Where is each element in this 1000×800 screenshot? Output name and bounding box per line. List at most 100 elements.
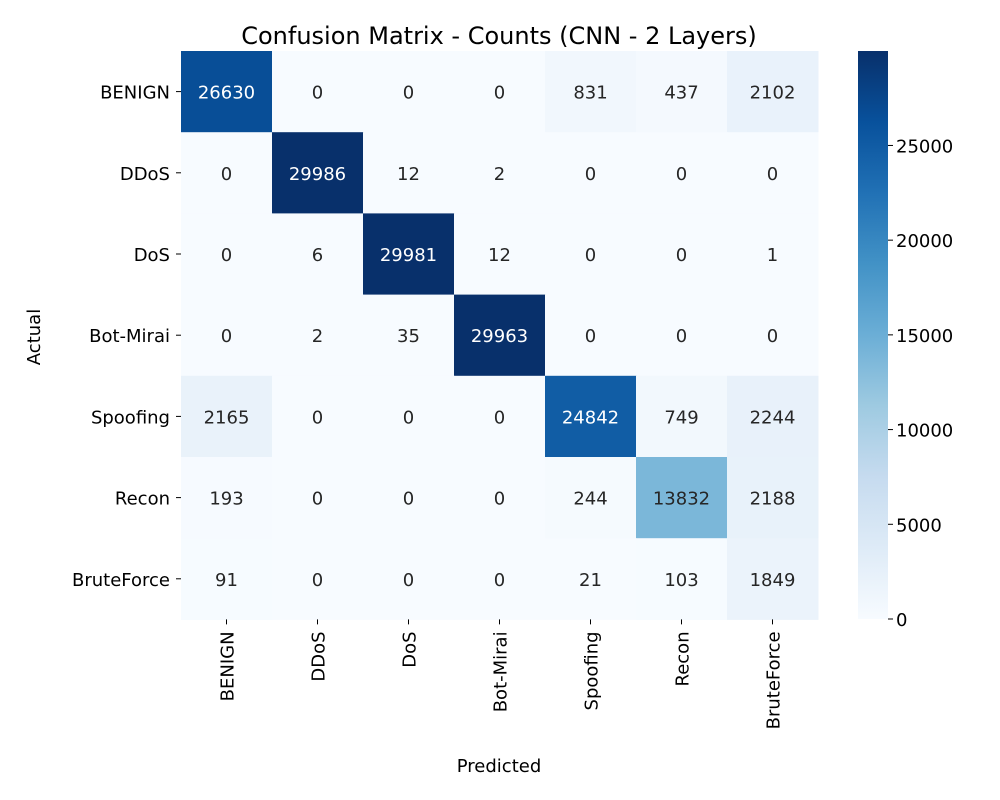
- cell-value-label: 0: [767, 164, 778, 185]
- heatmap-cell: [727, 294, 819, 377]
- cell-value-label: 24842: [562, 407, 619, 428]
- cell-value-label: 2188: [750, 489, 796, 510]
- cell-value-label: 21: [579, 570, 602, 591]
- x-axis-ticks: BENIGN DDoS DoS Bot-Mirai Spoofing Recon Brute…: [218, 619, 785, 729]
- cell-value-label: 0: [312, 489, 323, 510]
- heatmap-cell: [454, 375, 546, 458]
- cell-value-label: 12: [488, 245, 511, 266]
- heatmap-cell: [636, 294, 728, 377]
- heatmap-cells: [181, 51, 819, 620]
- heatmap-cell: [272, 132, 364, 214]
- cell-value-label: 2: [494, 164, 505, 185]
- heatmap-cell: [636, 51, 728, 133]
- heatmap-cell: [636, 538, 728, 620]
- cell-value-label: 437: [664, 83, 698, 104]
- heatmap-cell: [727, 457, 819, 539]
- cell-value-label: 2: [312, 326, 323, 347]
- colorbar-tick-label: 25000: [896, 136, 953, 157]
- heatmap-cell: [545, 538, 637, 620]
- heatmap-cell: [454, 294, 546, 377]
- y-tick-label: DoS: [134, 245, 170, 266]
- y-tick-label: Bot-Mirai: [89, 326, 170, 347]
- cell-value-label: 0: [494, 83, 505, 104]
- heatmap-cell: [363, 375, 455, 458]
- cell-value-label: 0: [676, 164, 687, 185]
- cell-value-label: 12: [397, 164, 420, 185]
- heatmap-cell: [272, 294, 364, 377]
- colorbar-ticks: 0 5000 10000 15000 20000 25000: [888, 136, 953, 631]
- x-tick-label: DoS: [400, 631, 421, 667]
- heatmap-cell: [363, 132, 455, 214]
- heatmap-cell: [727, 375, 819, 458]
- heatmap-cell: [272, 213, 364, 296]
- cell-value-label: 103: [664, 570, 698, 591]
- x-axis-label: Predicted: [457, 756, 542, 777]
- cell-value-label: 0: [403, 489, 414, 510]
- cell-value-label: 0: [312, 407, 323, 428]
- cell-value-label: 0: [221, 245, 232, 266]
- heatmap-cell: [363, 457, 455, 539]
- cell-value-label: 0: [221, 164, 232, 185]
- x-tick-label: Bot-Mirai: [491, 631, 512, 712]
- cell-value-label: 0: [403, 407, 414, 428]
- heatmap-cell: [363, 294, 455, 377]
- colorbar-tick-label: 20000: [896, 231, 953, 252]
- cell-value-label: 26630: [198, 83, 255, 104]
- cell-value-label: 2165: [204, 407, 250, 428]
- heatmap-cell: [272, 51, 364, 133]
- heatmap-cell: [727, 132, 819, 214]
- heatmap-cell: [363, 51, 455, 133]
- cell-value-label: 6: [312, 245, 323, 266]
- cell-value-label: 0: [585, 245, 596, 266]
- cell-value-label: 0: [403, 83, 414, 104]
- cell-value-label: 0: [676, 245, 687, 266]
- heatmap-cell: [181, 375, 273, 458]
- cell-value-label: 749: [664, 407, 698, 428]
- heatmap-cell: [545, 51, 637, 133]
- cell-value-label: 2244: [750, 407, 796, 428]
- colorbar: [858, 51, 888, 619]
- cell-value-label: 35: [397, 326, 420, 347]
- heatmap-cell: [454, 457, 546, 539]
- cell-value-label: 0: [494, 570, 505, 591]
- colorbar-tick-label: 15000: [896, 326, 953, 347]
- cell-value-label: 13832: [653, 489, 710, 510]
- heatmap-cell: [181, 132, 273, 214]
- x-tick-label: BENIGN: [218, 631, 239, 701]
- heatmap-cell: [454, 132, 546, 214]
- heatmap-cell: [727, 213, 819, 296]
- heatmap-cell: [181, 51, 273, 133]
- heatmap-cell: [636, 457, 728, 539]
- cell-value-label: 0: [221, 326, 232, 347]
- cell-value-label: 29981: [380, 245, 437, 266]
- heatmap-cell: [545, 294, 637, 377]
- heatmap-cell: [545, 213, 637, 296]
- heatmap-cell: [181, 213, 273, 296]
- cell-value-label: 0: [494, 489, 505, 510]
- x-tick-label: BruteForce: [764, 631, 785, 729]
- y-tick-label: BENIGN: [100, 83, 170, 104]
- heatmap-cell: [454, 213, 546, 296]
- heatmap-cell: [636, 132, 728, 214]
- cell-value-label: 0: [403, 570, 414, 591]
- heatmap-cell: [636, 213, 728, 296]
- x-tick-label: Spoofing: [582, 631, 603, 710]
- cell-value-label: 0: [312, 83, 323, 104]
- cell-value-label: 0: [767, 326, 778, 347]
- cell-value-label: 29963: [471, 326, 528, 347]
- cell-value-label: 29986: [289, 164, 346, 185]
- heatmap-cell: [636, 375, 728, 458]
- y-tick-label: DDoS: [120, 164, 170, 185]
- heatmap-cell: [727, 51, 819, 133]
- cell-value-label: 193: [209, 489, 243, 510]
- heatmap-cell: [454, 51, 546, 133]
- cell-value-label: 2102: [750, 83, 796, 104]
- colorbar-tick-label: 0: [896, 610, 907, 631]
- heatmap-cell: [181, 538, 273, 620]
- heatmap-cell: [545, 457, 637, 539]
- heatmap-cell: [545, 375, 637, 458]
- heatmap-cell: [454, 538, 546, 620]
